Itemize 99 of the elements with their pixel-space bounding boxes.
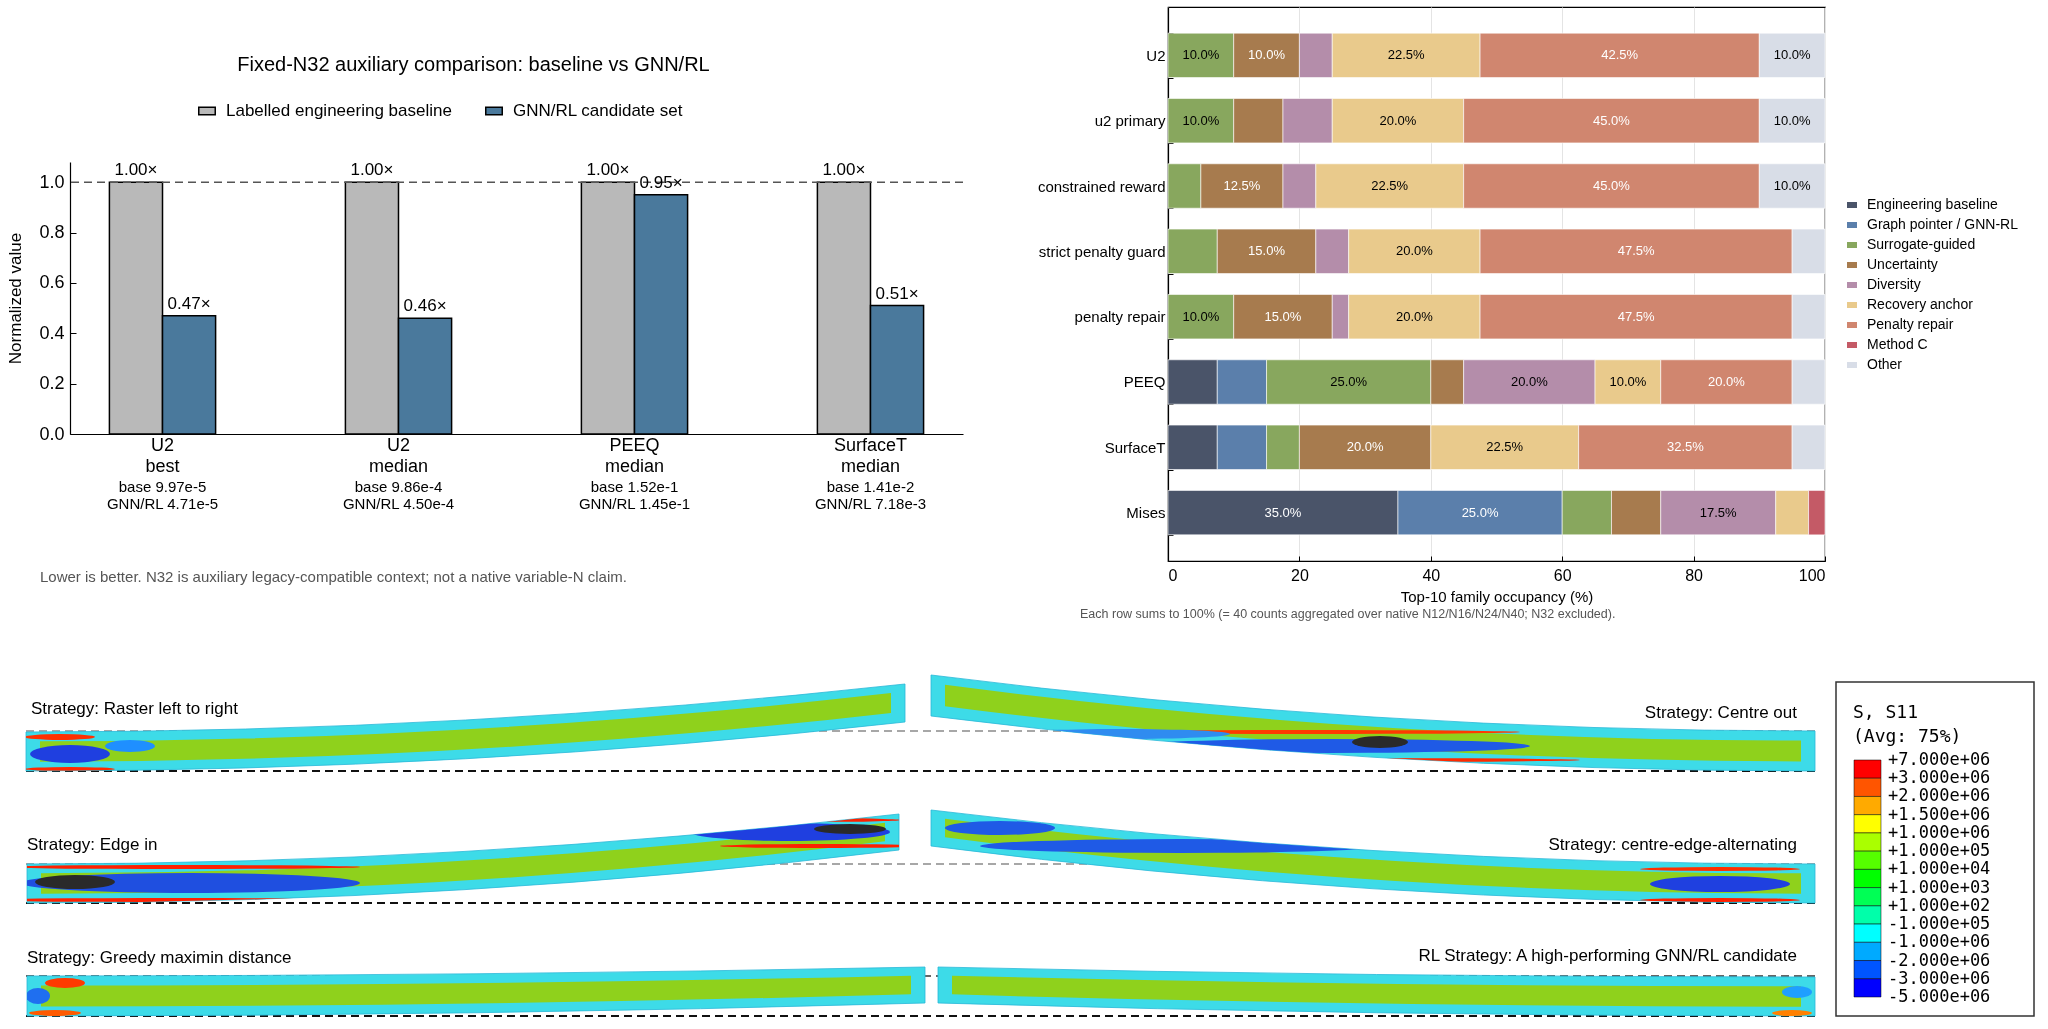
legend-label: Recovery anchor <box>1867 296 1974 312</box>
y-tick-label: strict penalty guard <box>1038 242 1166 260</box>
category-label: +1.000e+05 <box>1888 840 1991 861</box>
category-label: +1.000e+06 <box>1888 821 1991 842</box>
data-label: 25.0% <box>1461 504 1499 520</box>
category-label: +7.000e+06 <box>1888 749 1991 769</box>
data-label: 1.00× <box>114 160 158 180</box>
data-label: 15.0% <box>1264 308 1302 324</box>
legend-label: GNN/RL candidate set <box>513 101 683 120</box>
category-label: +2.000e+06 <box>1888 785 1991 806</box>
data-label: 22.5% <box>1371 178 1409 193</box>
data-label: 25.0% <box>1330 374 1368 389</box>
data-label: 1.00× <box>822 160 866 180</box>
text: Lower is better. N32 is auxiliary legacy-compatible context; not a native variable-N claim. <box>40 568 627 585</box>
text: Strategy: Greedy maximin distance <box>27 948 292 967</box>
data-label: 10.0% <box>1248 47 1286 63</box>
text: Strategy: Edge in <box>27 835 158 854</box>
data-label: 20.0% <box>1510 374 1549 389</box>
x-tick-label: 20 <box>1291 566 1309 584</box>
data-label: 22.5% <box>1486 439 1524 455</box>
category-label: PEEQ median base 1.52e-1 GNN/RL 1.45e-1 <box>578 434 691 512</box>
data-label: 0.95× <box>639 172 683 192</box>
y-tick-label: 0.4 <box>39 322 65 343</box>
y-tick-label: PEEQ <box>1123 373 1166 391</box>
category-label: +3.000e+06 <box>1888 767 1991 788</box>
x-tick-label: 60 <box>1553 566 1572 584</box>
data-label: 20.0% <box>1346 439 1384 455</box>
x-tick-label: 80 <box>1685 566 1704 584</box>
data-label: 0.47× <box>167 293 211 313</box>
category-label: -3.000e+06 <box>1888 967 1991 988</box>
data-label: 47.5% <box>1617 308 1655 324</box>
legend-label: Graph pointer / GNN-RL <box>1867 216 2019 232</box>
legend-title: S, S11 (Avg: 75%) <box>1853 701 1962 746</box>
category-label: +1.000e+02 <box>1888 894 1991 915</box>
category-label: -5.000e+06 <box>1888 986 1991 1006</box>
legend-label: Diversity <box>1867 276 1921 292</box>
legend-label: Penalty repair <box>1867 316 1954 332</box>
data-label: 42.5% <box>1601 47 1639 63</box>
legend-label: Surrogate-guided <box>1867 236 1976 252</box>
y-tick-label: u2 primary <box>1094 112 1166 130</box>
data-label: 0.46× <box>403 296 447 316</box>
x-tick-label: 100 <box>1798 566 1826 584</box>
x-tick-label: 0 <box>1168 566 1178 584</box>
data-label: 47.5% <box>1617 243 1655 259</box>
y-tick-label: penalty repair <box>1074 308 1166 326</box>
data-label: 12.5% <box>1223 178 1261 193</box>
category-label: U2 median base 9.86e-4 GNN/RL 4.50e-4 <box>342 434 455 512</box>
data-label: 35.0% <box>1264 504 1302 520</box>
x-axis-title: Top-10 family occupancy (%) <box>1400 587 1594 605</box>
y-tick-label: 0.2 <box>39 373 65 394</box>
data-label: 1.00× <box>350 160 394 180</box>
data-label: 10.0% <box>1182 47 1220 63</box>
data-label: 20.0% <box>1395 308 1434 324</box>
y-tick-label: 0.0 <box>39 423 65 444</box>
text: Strategy: centre-edge-alternating <box>1548 835 1797 854</box>
data-label: 10.0% <box>1773 47 1812 63</box>
category-label: -2.000e+06 <box>1888 949 1991 970</box>
category-label: +1.500e+06 <box>1888 803 1991 824</box>
text: Strategy: Raster left to right <box>31 699 239 718</box>
data-label: 20.0% <box>1708 374 1746 389</box>
category-label: +1.000e+03 <box>1888 876 1991 897</box>
data-label: 45.0% <box>1593 112 1631 128</box>
category-label: -1.000e+06 <box>1888 931 1991 952</box>
text: Each row sums to 100% (= 40 counts aggregated over native N12/N16/N24/N40; N32 excluded). <box>1080 607 1616 621</box>
data-label: 20.0% <box>1379 112 1417 128</box>
data-label: 10.0% <box>1182 308 1220 324</box>
legend-label: Uncertainty <box>1867 256 1938 272</box>
category-label: -1.000e+05 <box>1888 913 1991 934</box>
data-label: 0.51× <box>875 283 919 303</box>
data-label: 10.0% <box>1609 374 1647 389</box>
data-label: 10.0% <box>1182 112 1220 128</box>
data-label: 22.5% <box>1387 47 1426 63</box>
text: Strategy: Centre out <box>1644 703 1798 722</box>
x-tick-label: 40 <box>1422 566 1441 584</box>
y-tick-label: 0.8 <box>39 222 65 243</box>
y-tick-label: 1.0 <box>39 171 65 192</box>
data-label: 17.5% <box>1699 504 1738 520</box>
data-label: 32.5% <box>1666 439 1705 455</box>
category-label: +1.000e+04 <box>1888 858 1991 879</box>
category-label: SurfaceT median base 1.41e-2 GNN/RL 7.18e-3 <box>814 434 927 512</box>
legend-label: Method C <box>1867 336 1928 352</box>
text: RL Strategy: A high-performing GNN/RL candidate <box>1418 946 1797 965</box>
data-label: 45.0% <box>1593 178 1631 193</box>
y-axis-title: Normalized value <box>6 232 26 365</box>
data-label: 10.0% <box>1773 178 1812 193</box>
y-tick-label: U2 <box>1146 46 1166 64</box>
legend-label: Labelled engineering baseline <box>226 101 452 120</box>
data-label: 1.00× <box>586 160 630 180</box>
y-tick-label: Mises <box>1126 504 1166 522</box>
data-label: 20.0% <box>1395 243 1434 259</box>
data-label: 15.0% <box>1248 243 1286 259</box>
category-label: U2 best base 9.97e-5 GNN/RL 4.71e-5 <box>106 434 219 512</box>
legend-label: Other <box>1867 356 1903 372</box>
y-tick-label: constrained reward <box>1037 177 1166 195</box>
y-tick-label: SurfaceT <box>1104 438 1166 456</box>
legend-label: Engineering baseline <box>1867 196 1998 212</box>
data-label: 10.0% <box>1773 112 1812 128</box>
chart-title: Fixed-N32 auxiliary comparison: baseline vs GNN/RL <box>237 53 710 75</box>
y-tick-label: 0.6 <box>39 272 65 293</box>
